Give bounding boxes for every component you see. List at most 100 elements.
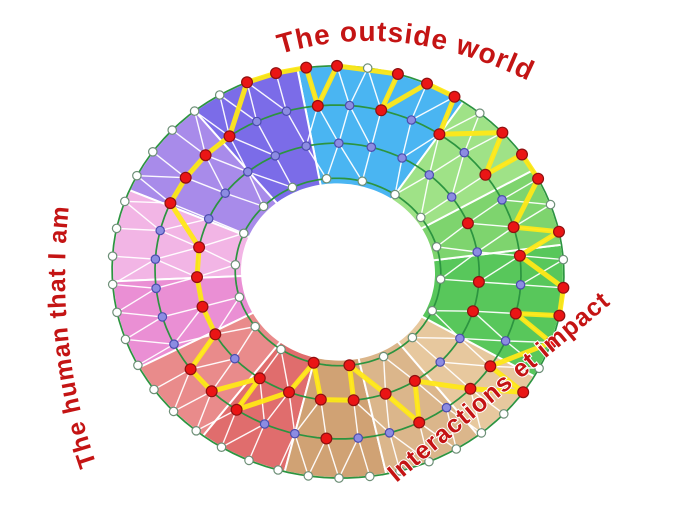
node xyxy=(534,363,544,374)
node xyxy=(500,336,511,346)
node xyxy=(427,305,437,316)
red-node xyxy=(507,221,520,234)
mesh-line xyxy=(439,112,481,135)
mesh-line xyxy=(451,152,465,198)
node xyxy=(424,456,434,467)
mesh-line xyxy=(256,121,276,157)
mesh-line xyxy=(389,432,430,463)
red-node xyxy=(552,225,565,238)
node xyxy=(459,147,470,158)
mesh-line xyxy=(446,407,482,434)
mesh-line xyxy=(401,119,413,159)
red-node xyxy=(300,61,313,74)
mesh-line xyxy=(519,255,564,261)
mesh-line xyxy=(294,399,322,435)
red-node xyxy=(270,67,283,80)
mesh-line xyxy=(336,65,351,106)
mesh-line xyxy=(414,380,447,409)
node xyxy=(230,353,240,364)
mesh-line xyxy=(353,399,390,434)
node xyxy=(216,442,227,452)
red-node xyxy=(209,328,222,341)
mesh-line xyxy=(173,306,204,345)
mesh-line xyxy=(459,337,491,367)
red-node xyxy=(379,387,392,400)
node xyxy=(150,254,161,265)
mesh-line xyxy=(215,325,256,335)
red-node xyxy=(391,67,404,80)
node xyxy=(107,251,118,262)
node xyxy=(395,466,405,476)
node xyxy=(107,279,118,290)
node xyxy=(287,182,298,193)
node xyxy=(515,279,526,290)
node xyxy=(406,115,417,125)
node xyxy=(415,212,426,223)
node xyxy=(545,199,556,210)
red-node xyxy=(448,90,461,103)
mesh-line xyxy=(228,135,249,173)
mesh-line xyxy=(224,192,264,208)
mesh-line xyxy=(367,67,382,111)
mesh-line xyxy=(275,72,288,112)
node xyxy=(435,274,446,284)
mesh-line xyxy=(382,356,387,394)
mesh-line xyxy=(124,200,161,232)
mesh-line xyxy=(204,154,226,194)
mesh-line xyxy=(195,391,213,432)
node xyxy=(132,170,142,181)
mesh-line xyxy=(219,94,231,137)
red-node xyxy=(433,128,446,141)
red-node xyxy=(164,197,177,210)
red-node xyxy=(461,217,474,230)
node xyxy=(168,406,179,417)
mesh-line xyxy=(137,343,175,366)
mesh-line xyxy=(153,368,191,391)
mesh-line xyxy=(436,222,469,248)
mesh-line xyxy=(348,67,369,106)
node xyxy=(476,428,487,438)
mesh-line xyxy=(505,340,552,344)
mesh-line xyxy=(173,390,213,413)
mesh-line xyxy=(440,278,479,283)
node xyxy=(120,334,131,345)
mesh-line xyxy=(196,264,236,278)
node xyxy=(148,147,158,157)
red-node xyxy=(375,104,388,117)
mesh-line xyxy=(152,151,187,179)
mesh-line xyxy=(338,105,351,144)
red-node xyxy=(230,403,243,416)
mesh-line xyxy=(185,177,226,194)
node xyxy=(120,196,130,207)
mesh-line xyxy=(205,154,249,173)
mesh-line xyxy=(361,147,372,182)
mesh-line xyxy=(472,310,507,342)
node xyxy=(112,307,122,318)
node xyxy=(133,360,143,371)
red-node xyxy=(193,241,206,254)
mesh-line xyxy=(221,423,265,448)
node xyxy=(497,195,507,205)
node xyxy=(230,259,241,270)
mesh-line xyxy=(194,110,230,137)
mesh-line xyxy=(357,437,371,477)
red-node xyxy=(413,416,426,429)
red-node xyxy=(205,385,218,398)
node xyxy=(289,428,300,439)
mesh-line xyxy=(307,438,328,477)
mesh-line xyxy=(472,310,516,315)
mesh-line xyxy=(234,326,256,360)
mesh-line xyxy=(264,391,290,425)
mesh-line xyxy=(211,358,236,392)
node xyxy=(321,173,332,184)
mesh-line xyxy=(418,421,457,450)
mesh-line xyxy=(478,255,521,283)
node xyxy=(243,167,253,177)
mesh-line xyxy=(247,171,265,207)
mesh-line xyxy=(401,133,440,159)
mesh-line xyxy=(246,81,287,112)
mesh-line xyxy=(370,110,382,148)
red-node xyxy=(557,281,570,294)
node xyxy=(203,214,214,224)
